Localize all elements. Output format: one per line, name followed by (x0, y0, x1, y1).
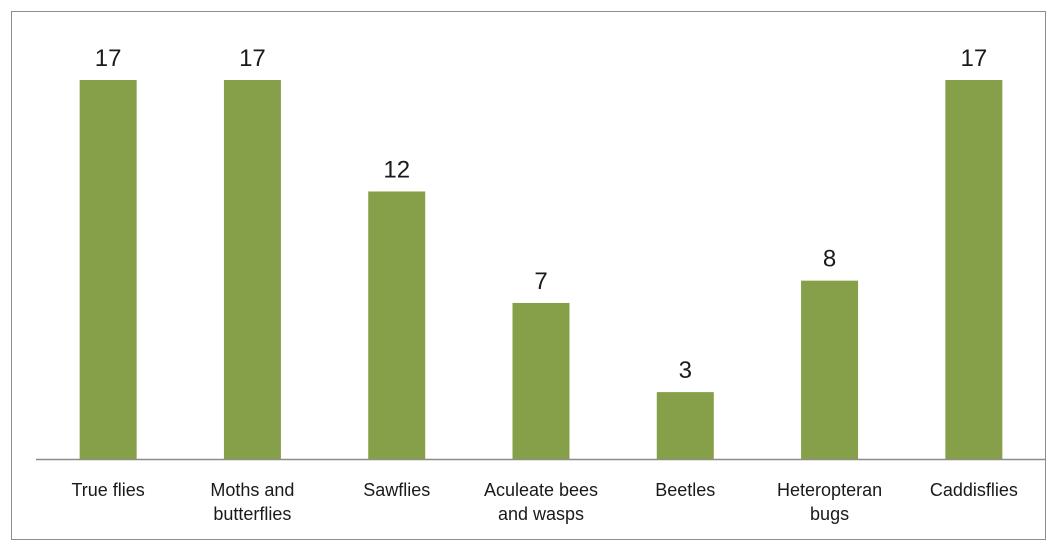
data-label-1: 17 (239, 45, 266, 72)
data-label-6: 17 (961, 45, 988, 72)
data-label-5: 8 (823, 246, 836, 273)
data-label-4: 3 (679, 357, 692, 384)
bar-3 (512, 302, 570, 459)
bar-4 (656, 392, 714, 459)
category-label-4: Beetles (655, 480, 715, 500)
data-label-0: 17 (95, 45, 122, 72)
category-label-0: True flies (71, 480, 144, 500)
bar-5 (801, 280, 859, 459)
bar-1 (223, 80, 281, 459)
bar-6 (945, 80, 1003, 459)
category-label-3: Aculeate bees and wasps (484, 480, 598, 524)
data-label-3: 7 (534, 268, 547, 295)
category-label-1: Moths and butterflies (210, 480, 294, 524)
bar-2 (368, 191, 426, 459)
data-label-2: 12 (383, 156, 410, 183)
bar-0 (79, 80, 137, 459)
category-label-2: Sawflies (363, 480, 430, 500)
category-label-5: Heteropteran bugs (777, 480, 882, 524)
category-label-6: Caddisflies (930, 480, 1018, 500)
